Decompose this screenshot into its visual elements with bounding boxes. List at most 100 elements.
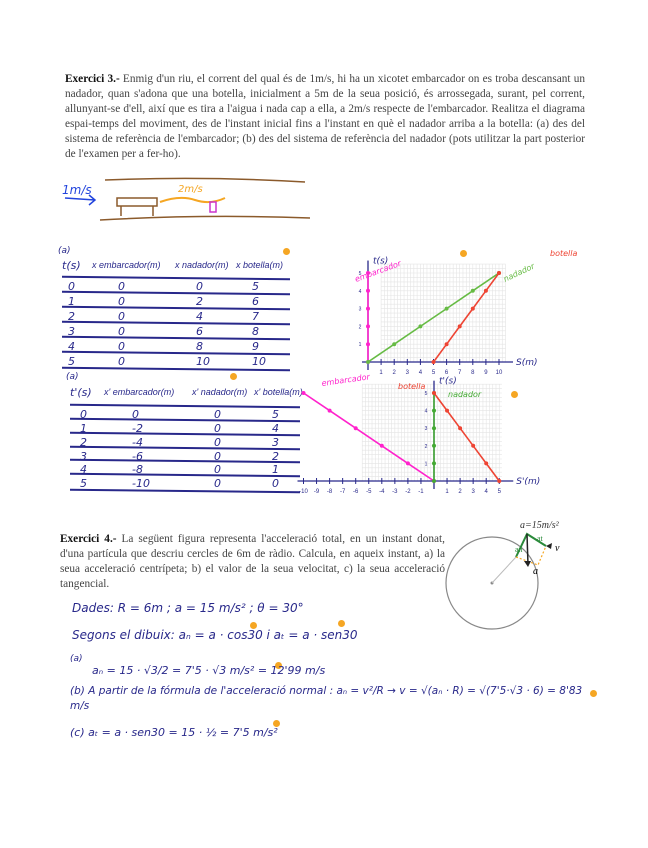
col-header: x embarcador(m) [92,260,161,270]
x-tick-label: 2 [458,489,462,495]
part-a-answer: aₙ = 15 · √3/2 = 7'5 · √3 m/s² = 12'99 m… [92,664,326,677]
table-cell: 0 [196,280,203,293]
table-cell: 2 [196,295,203,308]
x-tick-label: 1 [445,489,449,495]
data-point-embarcador [353,426,358,431]
table-cell: 4 [272,422,279,435]
y-tick-label: 2 [359,324,362,330]
marker-dot [590,690,597,697]
table-cell: 10 [196,355,210,368]
table-cell: 0 [118,355,125,368]
y-tick-label: 5 [425,391,428,397]
x-tick-label: 8 [471,370,475,376]
series-line-nadador [367,272,500,363]
data-point-botella [483,288,488,293]
col-header: x botella(m) [236,260,284,270]
table-cell: 6 [196,325,203,338]
x-tick-label: -9 [314,489,320,495]
x-tick-label: -10 [299,489,308,495]
table-cell: 3 [272,436,279,449]
table-cell: 0 [118,310,125,323]
table-cell: 2 [68,310,75,323]
x-tick-label: 9 [484,370,488,376]
data-point-botella [431,360,436,364]
table-cell: 5 [272,408,279,421]
col-header: t'(s) [70,386,92,399]
exercise-4-label: Exercici 4.- [60,533,117,545]
a-label: a [533,566,538,577]
marker-dot [250,622,257,629]
table-cell: 0 [214,450,221,463]
y-tick-label: 4 [425,409,428,415]
table-cell: 3 [80,450,87,463]
marker-dot [273,720,280,727]
y-tick-label: 2 [425,444,428,450]
data-point-nadador [470,288,475,293]
table-cell: 0 [214,422,221,435]
data-point-nadador [432,426,436,431]
series-label-botella: botella [398,382,425,391]
y-tick-label: 4 [359,289,362,295]
table-cell: 0 [214,408,221,421]
data-point-embarcador [366,324,370,329]
table-cell: 8 [196,340,203,353]
data-point-embarcador [366,288,370,293]
data-point-nadador [444,306,449,311]
table-cell: 0 [214,463,221,476]
data-point-embarcador [327,408,332,413]
circle-figure [445,532,552,630]
exercise-3-text: Enmig d'un riu, el corrent del qual és d… [65,73,585,160]
table-cell: 0 [118,280,125,293]
x-tick-label: -1 [418,489,424,495]
x-tick-label: -4 [379,489,385,495]
data-point-botella [457,324,462,329]
table-cell: 0 [68,280,75,293]
river-sketch [64,177,311,221]
part-c-answer: (c) aₜ = a · sen30 = 15 · ½ = 7'5 m/s² [70,726,278,739]
data-point-botella [497,479,502,483]
x-axis-label: S'(m) [516,477,540,487]
y-axis-label: t'(s) [439,377,457,387]
x-tick-label: 7 [458,370,462,376]
swim-speed-label: 2m/s [178,184,203,195]
table-cell: 4 [196,310,203,323]
table-cell: 10 [252,355,266,368]
table-cell: 1 [272,463,279,476]
exercise-3-label: Exercici 3.- [65,73,120,85]
exercise-4-statement: Exercici 4.- La següent figura represent… [60,532,445,592]
x-tick-label: -2 [405,489,411,495]
table-cell: 3 [68,325,75,338]
table-cell: -2 [132,422,143,435]
x-tick-label: 3 [471,489,475,495]
data-point-nadador [432,479,436,483]
table-cell: 0 [132,408,139,421]
col-header: t(s) [62,259,81,272]
marker-dot [283,248,290,255]
table-cell: 1 [68,295,75,308]
data-point-botella [432,391,436,395]
table-cell: 4 [68,340,75,353]
x-tick-label: 1 [379,370,383,376]
data-point-embarcador [301,391,306,395]
data-point-botella [484,461,489,466]
table-cell: -8 [132,463,143,476]
drawing-relations: Segons el dibuix: aₙ = a · cos30 i aₜ = … [72,628,358,642]
x-tick-label: -7 [340,489,346,495]
part-b-answer: (b) A partir de la fórmula de l'accelera… [70,685,583,712]
x-tick-label: 5 [432,370,436,376]
data-point-nadador [418,324,423,329]
series-label-botella: botella [550,249,577,258]
series-label-nadador: nadador [448,390,482,399]
v-label: v [555,543,560,554]
table-cell: -4 [132,436,143,449]
x-tick-label: 4 [485,489,489,495]
data-point-nadador [432,461,436,466]
series-line-botella [432,272,500,363]
table-cell: 0 [118,340,125,353]
table-cell: 5 [252,280,259,293]
x-tick-label: -8 [327,489,333,495]
y-axis-label: t(s) [373,257,388,267]
x-tick-label: 10 [496,370,503,376]
